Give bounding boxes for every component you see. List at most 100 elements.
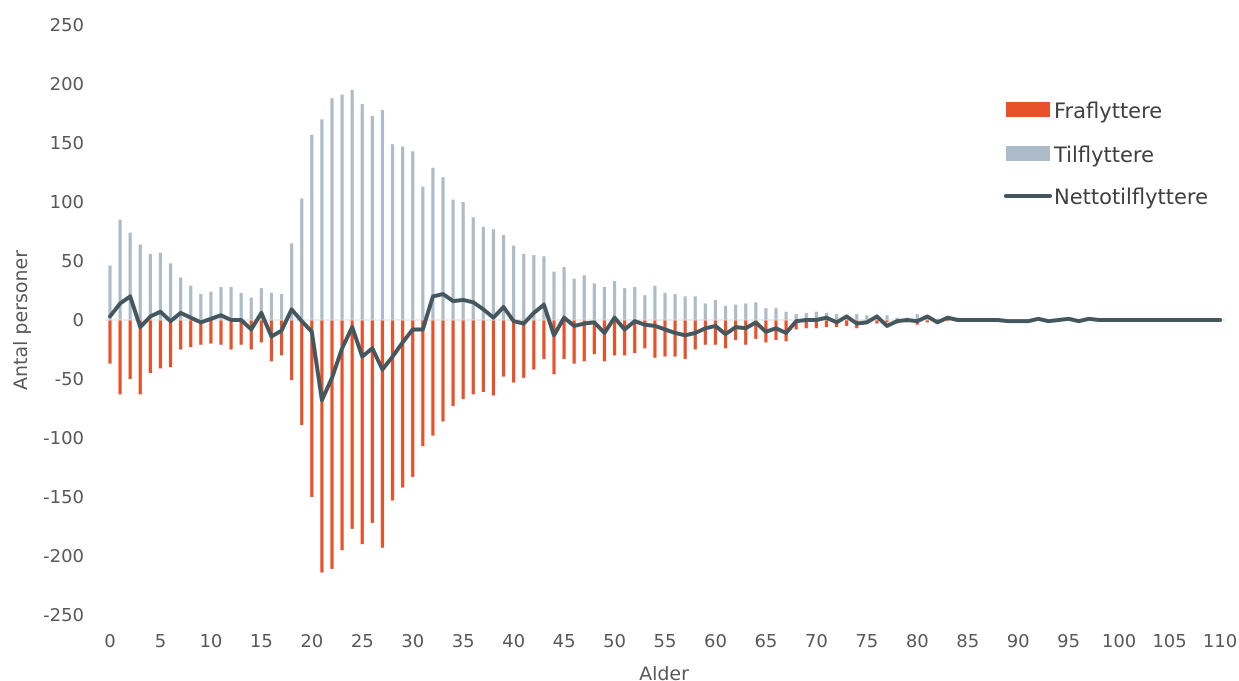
bar-tilflyttere xyxy=(219,286,223,320)
bar-fraflyttere xyxy=(542,320,546,359)
bar-fraflyttere xyxy=(562,320,566,359)
bar-tilflyttere xyxy=(552,271,556,320)
bar-fraflyttere xyxy=(421,320,425,447)
bar-tilflyttere xyxy=(572,278,576,320)
bar-fraflyttere xyxy=(401,320,405,488)
bar-tilflyttere xyxy=(259,288,263,320)
bar-fraflyttere xyxy=(350,320,354,529)
bar-fraflyttere xyxy=(370,320,374,523)
bar-tilflyttere xyxy=(814,311,818,320)
bar-tilflyttere xyxy=(834,314,839,320)
bar-fraflyttere xyxy=(653,320,657,358)
x-tick-label: 80 xyxy=(906,631,929,652)
bar-fraflyttere xyxy=(290,320,294,381)
bar-fraflyttere xyxy=(259,320,263,343)
bar-tilflyttere xyxy=(512,245,516,320)
bar-tilflyttere xyxy=(471,217,475,320)
x-tick-label: 90 xyxy=(1007,631,1030,652)
bar-tilflyttere xyxy=(673,294,677,320)
bar-fraflyttere xyxy=(148,320,152,374)
bar-tilflyttere xyxy=(754,302,758,320)
bar-tilflyttere xyxy=(158,252,163,320)
bar-fraflyttere xyxy=(320,320,324,573)
bar-fraflyttere xyxy=(512,320,516,383)
bar-tilflyttere xyxy=(592,283,596,320)
bar-tilflyttere xyxy=(623,288,627,320)
x-axis-tick-labels: 0 5 10 15 20 25 30 35 40 45 50 55 60 65 70 75 80 85 90 95 10… xyxy=(104,631,1237,652)
bar-fraflyttere xyxy=(249,320,253,350)
bar-tilflyttere xyxy=(683,296,687,320)
x-tick-label: 65 xyxy=(754,631,777,652)
bar-fraflyttere xyxy=(824,320,829,328)
y-tick-label: 0 xyxy=(73,310,84,331)
bar-fraflyttere xyxy=(138,320,142,395)
bar-tilflyttere xyxy=(128,232,132,320)
bar-tilflyttere xyxy=(895,317,899,320)
bar-fraflyttere xyxy=(501,320,506,377)
bar-tilflyttere xyxy=(421,186,425,320)
x-tick-label: 85 xyxy=(956,631,979,652)
bar-tilflyttere xyxy=(168,263,173,320)
bar-fraflyttere xyxy=(945,320,950,322)
bar-fraflyttere xyxy=(431,320,435,436)
x-tick-label: 110 xyxy=(1203,631,1237,652)
bar-fraflyttere xyxy=(128,320,132,379)
bar-tilflyttere xyxy=(340,94,344,321)
bar-tilflyttere xyxy=(562,266,566,320)
bar-tilflyttere xyxy=(703,303,707,320)
bar-fraflyttere xyxy=(279,320,284,356)
bar-fraflyttere xyxy=(925,320,929,323)
bar-fraflyttere xyxy=(411,320,415,477)
bar-fraflyttere xyxy=(643,320,647,349)
bar-fraflyttere xyxy=(168,320,173,368)
legend-label-fraflyttere: Fraflyttere xyxy=(1054,99,1162,123)
bar-tilflyttere xyxy=(118,219,122,320)
bar-fraflyttere xyxy=(734,320,738,341)
x-tick-label: 75 xyxy=(855,631,878,652)
bar-tilflyttere xyxy=(350,89,354,321)
bar-tilflyttere xyxy=(723,305,728,320)
bar-tilflyttere xyxy=(269,292,274,320)
bar-fraflyttere xyxy=(239,320,243,345)
bar-fraflyttere xyxy=(744,320,748,345)
bar-fraflyttere xyxy=(885,320,889,323)
bar-tilflyttere xyxy=(229,286,233,320)
bar-fraflyttere xyxy=(875,320,879,324)
y-axis-tick-labels: 250 200 150 100 50 0 -50 -100 -150 -200 -250 xyxy=(43,15,84,626)
bar-tilflyttere xyxy=(764,308,768,320)
bar-tilflyttere xyxy=(915,314,919,320)
bar-fraflyttere xyxy=(189,320,193,348)
bar-tilflyttere xyxy=(774,308,778,320)
y-tick-label: -150 xyxy=(43,487,84,508)
bar-fraflyttere xyxy=(633,320,637,354)
bar-tilflyttere xyxy=(744,303,748,320)
bar-fraflyttere xyxy=(461,320,465,400)
bar-tilflyttere xyxy=(108,265,112,320)
bar-fraflyttere xyxy=(754,320,758,339)
bar-tilflyttere xyxy=(431,167,435,320)
bar-fraflyttere xyxy=(199,320,203,345)
x-tick-label: 50 xyxy=(603,631,626,652)
bar-tilflyttere xyxy=(360,104,364,320)
x-tick-label: 95 xyxy=(1057,631,1080,652)
bar-fraflyttere xyxy=(118,320,122,395)
bar-tilflyttere xyxy=(330,98,334,320)
bar-fraflyttere xyxy=(179,320,183,350)
bar-tilflyttere xyxy=(804,312,808,320)
y-tick-label: 150 xyxy=(50,133,84,154)
bar-series xyxy=(108,89,980,573)
bar-fraflyttere xyxy=(300,320,304,426)
x-tick-label: 5 xyxy=(155,631,166,652)
bar-fraflyttere xyxy=(310,320,314,497)
bar-fraflyttere xyxy=(572,320,576,364)
bar-fraflyttere xyxy=(804,320,808,329)
bar-tilflyttere xyxy=(885,315,889,320)
bar-tilflyttere xyxy=(310,134,314,320)
bar-tilflyttere xyxy=(602,286,607,320)
x-tick-label: 40 xyxy=(502,631,525,652)
legend-swatch-fraflyttere xyxy=(1006,102,1050,117)
bar-tilflyttere xyxy=(461,202,465,320)
bar-fraflyttere xyxy=(673,320,677,357)
bar-tilflyttere xyxy=(179,277,183,320)
